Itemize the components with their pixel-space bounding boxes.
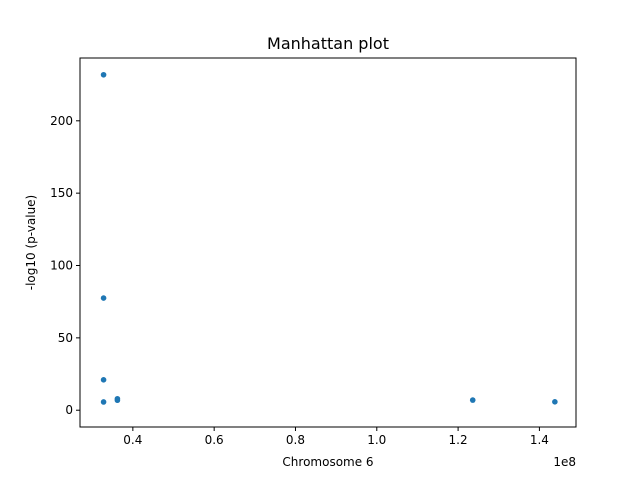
y-tick-label: 200 (50, 114, 73, 128)
data-point[interactable] (100, 377, 107, 383)
x-axis-ticks: 0.4 0.6 0.8 1.0 1.2 1.4 (123, 427, 549, 447)
x-tick-label: 1.4 (530, 433, 549, 447)
x-axis-label: Chromosome 6 (282, 455, 373, 469)
plot-area (80, 58, 576, 427)
y-tick-label: 100 (50, 259, 73, 273)
data-point[interactable] (100, 399, 107, 405)
x-tick-label: 0.6 (205, 433, 224, 447)
plot-frame (79, 57, 577, 428)
points-layer (100, 71, 558, 405)
data-point[interactable] (114, 395, 121, 402)
x-tick-label: 1.2 (449, 433, 468, 447)
x-tick-label: 0.8 (286, 433, 305, 447)
y-axis-label: -log10 (p-value) (24, 195, 38, 290)
x-tick-label: 0.4 (123, 433, 142, 447)
data-point[interactable] (469, 397, 476, 403)
y-tick-label: 0 (65, 403, 73, 417)
chart-title: Manhattan plot (267, 34, 389, 53)
data-point[interactable] (552, 399, 558, 405)
y-tick-label: 50 (58, 331, 73, 345)
x-axis-offset-text: 1e8 (553, 455, 576, 469)
data-point[interactable] (100, 71, 107, 78)
y-axis-ticks: 0 50 100 150 200 (50, 114, 80, 417)
x-tick-label: 1.0 (367, 433, 386, 447)
y-tick-label: 150 (50, 186, 73, 200)
data-point[interactable] (100, 295, 107, 301)
